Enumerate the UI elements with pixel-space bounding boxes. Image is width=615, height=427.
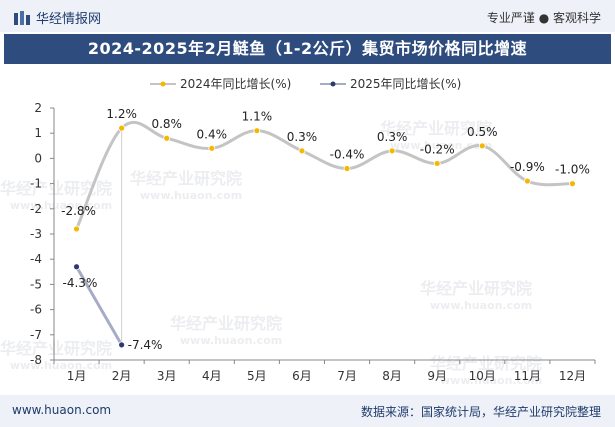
data-label-1: 0.4% bbox=[197, 127, 228, 141]
x-tick-label: 9月 bbox=[427, 369, 447, 383]
logo-icon bbox=[14, 10, 30, 25]
data-point-1 bbox=[523, 177, 531, 185]
data-label-1: 0.5% bbox=[467, 125, 498, 139]
legend-label: 2024年同比增长(%) bbox=[180, 77, 291, 91]
watermark-url: www.huaon.com bbox=[140, 189, 242, 202]
data-label-1: 0.3% bbox=[287, 130, 318, 144]
series-line-2 bbox=[75, 265, 124, 347]
watermark-text: 华经产业研究院 bbox=[130, 169, 242, 188]
y-tick-label: -7 bbox=[30, 328, 42, 342]
y-tick-label: -1 bbox=[30, 177, 42, 191]
data-label-1: -2.8% bbox=[61, 204, 96, 218]
watermark-text: 华经产业研究院 bbox=[430, 354, 542, 373]
x-tick-label: 8月 bbox=[382, 369, 402, 383]
watermark-url: www.huaon.com bbox=[180, 334, 282, 347]
data-point-2 bbox=[118, 341, 126, 349]
y-tick-label: 2 bbox=[34, 101, 42, 115]
data-label-1: 1.1% bbox=[242, 110, 273, 124]
axes: -8 -7 -6 -5 -4 -3 -2 -1 0 1 2 1月 2月 3月 4月 5月 6月 7月 8月 9月 10月… bbox=[30, 101, 596, 383]
data-point-1 bbox=[253, 127, 261, 135]
data-label-1: -0.2% bbox=[420, 142, 455, 156]
brand-name: 华经情报网 bbox=[36, 12, 102, 27]
x-tick-label: 11月 bbox=[514, 369, 541, 383]
x-tick-label: 2月 bbox=[112, 369, 132, 383]
y-tick-label: -6 bbox=[30, 303, 42, 317]
series-points bbox=[73, 124, 576, 349]
legend-marker bbox=[330, 81, 336, 87]
watermark-url: www.huaon.com bbox=[10, 359, 112, 372]
data-point-1 bbox=[433, 160, 441, 167]
y-tick-label: -3 bbox=[30, 227, 42, 241]
x-tick-label: 5月 bbox=[247, 369, 267, 383]
watermark-layer: 华经产业研究院www.huaon.com华经产业研究院www.huaon.com… bbox=[0, 119, 542, 387]
slogan: 专业严谨 ● 客观科学 bbox=[486, 11, 601, 25]
top-bar: 华经情报网 专业严谨 ● 客观科学 bbox=[0, 0, 615, 32]
watermark-url: www.huaon.com bbox=[430, 299, 532, 312]
y-tick-label: -4 bbox=[30, 252, 42, 266]
data-point-2 bbox=[73, 263, 80, 271]
data-label-1: 0.8% bbox=[151, 117, 182, 131]
y-tick-label: 0 bbox=[34, 151, 42, 165]
watermark-text: 华经产业研究院 bbox=[420, 279, 532, 298]
legend: 2024年同比增长(%) 2025年同比增长(%) bbox=[150, 77, 461, 91]
watermark-text: 华经产业研究院 bbox=[0, 339, 112, 358]
data-point-1 bbox=[118, 124, 126, 132]
data-point-1 bbox=[478, 142, 486, 150]
data-label-1: 0.3% bbox=[377, 130, 408, 144]
data-point-1 bbox=[569, 180, 576, 187]
data-label-1: -0.4% bbox=[330, 147, 365, 161]
watermark-text: 华经产业研究院 bbox=[0, 179, 112, 198]
x-tick-label: 12月 bbox=[559, 369, 586, 383]
x-tick-label: 1月 bbox=[67, 369, 87, 383]
y-tick-label: 1 bbox=[34, 126, 42, 140]
line-chart: 华经产业研究院www.huaon.com华经产业研究院www.huaon.com… bbox=[0, 77, 596, 387]
footer-website: www.huaon.com bbox=[12, 403, 112, 417]
brand: 华经情报网 bbox=[14, 8, 101, 27]
data-point-1 bbox=[163, 134, 171, 142]
watermark-text: 华经产业研究院 bbox=[380, 119, 492, 138]
data-label-1: -0.9% bbox=[510, 160, 545, 174]
footer-bar: www.huaon.com 数据来源：国家统计局，华经产业研究院整理 bbox=[0, 395, 615, 427]
data-point-1 bbox=[388, 147, 396, 155]
x-tick-label: 6月 bbox=[292, 369, 312, 383]
data-point-1 bbox=[343, 165, 351, 172]
data-point-1 bbox=[208, 144, 216, 152]
legend-marker bbox=[160, 81, 166, 87]
x-tick-label: 3月 bbox=[157, 369, 177, 383]
data-point-1 bbox=[73, 225, 80, 233]
data-label-2: -4.3% bbox=[63, 276, 98, 290]
y-tick-label: -2 bbox=[30, 202, 42, 216]
legend-label: 2025年同比增长(%) bbox=[350, 77, 461, 91]
data-label-1: -1.0% bbox=[555, 163, 590, 177]
x-tick-label: 4月 bbox=[202, 369, 222, 383]
x-tick-label: 10月 bbox=[469, 369, 496, 383]
y-tick-label: -5 bbox=[30, 277, 42, 291]
footer-source: 数据来源：国家统计局，华经产业研究院整理 bbox=[360, 405, 601, 419]
watermark-url: www.huaon.com bbox=[440, 374, 542, 387]
chart-title: 2024-2025年2月鲢鱼（1-2公斤）集贸市场价格同比增速 bbox=[4, 34, 611, 64]
data-label-1: 1.2% bbox=[106, 107, 137, 121]
y-tick-label: -8 bbox=[30, 353, 42, 367]
data-label-2: -7.4% bbox=[128, 338, 163, 352]
data-point-1 bbox=[298, 147, 306, 155]
data-labels: -2.8% 1.2% 0.8% 0.4% 1.1% 0.3% -0.4% 0.3% -0.2% 0… bbox=[61, 107, 590, 352]
watermark-text: 华经产业研究院 bbox=[170, 314, 282, 333]
x-tick-label: 7月 bbox=[337, 369, 357, 383]
